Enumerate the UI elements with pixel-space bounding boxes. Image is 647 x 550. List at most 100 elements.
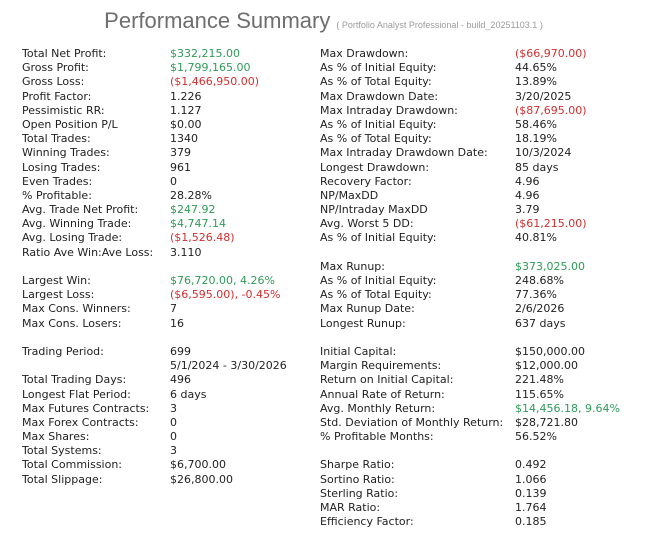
metric-label [320, 444, 515, 458]
metric-label: Sortino Ratio: [320, 472, 395, 486]
summary-row: Max Cons. Winners: 7 [22, 302, 320, 316]
summary-row: Initial Capital: $150,000.00 [320, 345, 647, 359]
metric-value: ($87,695.00) [515, 103, 587, 117]
metric-value: 699 [170, 344, 191, 358]
metric-value: 2/6/2026 [515, 302, 565, 316]
metric-value: 13.89% [515, 75, 557, 89]
summary-row: Longest Flat Period: 6 days [22, 388, 320, 402]
summary-row: Return on Initial Capital: 221.48% [320, 373, 647, 387]
metric-label: Avg. Monthly Return: [320, 401, 436, 415]
spacer-row [22, 260, 320, 274]
metric-value: 10/3/2024 [515, 146, 572, 160]
metric-value: $6,700.00 [170, 458, 226, 472]
metric-label: Annual Rate of Return: [320, 387, 445, 401]
metric-label: Even Trades: [22, 174, 93, 188]
metric-value: 7 [170, 302, 177, 316]
metric-value: 637 days [515, 316, 566, 330]
summary-row: Max Runup: $373,025.00 [320, 260, 647, 274]
summary-row: As % of Total Equity: 18.19% [320, 132, 647, 146]
performance-summary-report: Performance Summary ( Portfolio Analyst P… [0, 0, 647, 529]
metric-value: $14,456.18, 9.64% [515, 401, 620, 415]
summary-row: Even Trades: 0 [22, 175, 320, 189]
summary-row: Avg. Trade Net Profit: $247.92 [22, 203, 320, 217]
summary-row: Max Intraday Drawdown Date: 10/3/2024 [320, 146, 647, 160]
spacer-row [320, 246, 647, 260]
metric-value: $247.92 [170, 203, 216, 217]
summary-row: Gross Loss: ($1,466,950.00) [22, 75, 320, 89]
metric-value: 1.226 [170, 89, 202, 103]
metric-label: Avg. Trade Net Profit: [22, 203, 139, 217]
metric-label: Open Position P/L [22, 117, 118, 131]
metric-label: Return on Initial Capital: [320, 373, 454, 387]
summary-row: Recovery Factor: 4.96 [320, 175, 647, 189]
metric-value: $28,721.80 [515, 415, 578, 429]
metric-label: As % of Initial Equity: [320, 274, 437, 287]
metric-value: ($1,526.48) [170, 231, 235, 245]
summary-row: Largest Win: $76,720.00, 4.26% [22, 274, 320, 288]
metric-label: Total Trading Days: [22, 373, 127, 387]
metric-value: $4,747.14 [170, 217, 226, 231]
summary-row: Profit Factor: 1.226 [22, 90, 320, 104]
summary-row: Longest Drawdown: 85 days [320, 161, 647, 175]
summary-row: Total Slippage: $26,800.00 [22, 473, 320, 487]
metric-value: 0.492 [515, 458, 547, 472]
metric-label: Max Intraday Drawdown: [320, 103, 458, 117]
metric-label: As % of Total Equity: [320, 75, 432, 89]
metric-value: ($66,970.00) [515, 47, 587, 60]
metric-label: Max Cons. Winners: [22, 302, 131, 316]
metric-label: Total Commission: [22, 458, 123, 472]
summary-row: Max Intraday Drawdown: ($87,695.00) [320, 104, 647, 118]
metric-value: $76,720.00, 4.26% [170, 274, 275, 287]
metric-label: Max Intraday Drawdown Date: [320, 146, 488, 160]
metric-label: As % of Initial Equity: [320, 61, 437, 75]
metric-label: Profit Factor: [22, 89, 92, 103]
summary-row: Max Forex Contracts: 0 [22, 416, 320, 430]
spacer-row [320, 331, 647, 345]
summary-row: Total Trades: 1340 [22, 132, 320, 146]
metric-value: $332,215.00 [170, 47, 240, 60]
metric-value: 40.81% [515, 231, 557, 245]
summary-row: Total Commission: $6,700.00 [22, 458, 320, 472]
summary-row: Winning Trades: 379 [22, 146, 320, 160]
metric-label: Margin Requirements: [320, 359, 442, 373]
summary-row: Open Position P/L $0.00 [22, 118, 320, 132]
metric-label: Longest Runup: [320, 316, 406, 330]
metric-value: 3 [170, 401, 177, 415]
summary-row: Sharpe Ratio: 0.492 [320, 458, 647, 472]
metric-value: 3.110 [170, 245, 202, 259]
metric-value: 3/20/2025 [515, 89, 572, 103]
metric-label: NP/Intraday MaxDD [320, 203, 428, 217]
summary-row: Sterling Ratio: 0.139 [320, 487, 647, 501]
metric-label: As % of Total Equity: [320, 288, 432, 302]
summary-row: Avg. Winning Trade: $4,747.14 [22, 217, 320, 231]
summary-row: As % of Initial Equity: 40.81% [320, 231, 647, 245]
summary-row: Total Systems: 3 [22, 444, 320, 458]
metric-label: Ratio Ave Win:Ave Loss: [22, 245, 154, 259]
metric-value: 58.46% [515, 117, 557, 131]
metric-label: % Profitable: [22, 188, 92, 202]
metric-value: 56.52% [515, 430, 557, 444]
left-metrics-column: Total Net Profit: $332,215.00 Gross Prof… [22, 47, 320, 487]
metric-label [22, 331, 170, 345]
metric-label: NP/MaxDD [320, 188, 379, 202]
metric-label: Avg. Worst 5 DD: [320, 217, 414, 231]
summary-columns: Total Net Profit: $332,215.00 Gross Prof… [0, 40, 647, 529]
metric-label: Longest Flat Period: [22, 387, 131, 401]
metric-label: Max Futures Contracts: [22, 401, 150, 415]
summary-row: Max Cons. Losers: 16 [22, 317, 320, 331]
summary-row: Avg. Worst 5 DD: ($61,215.00) [320, 217, 647, 231]
report-header: Performance Summary ( Portfolio Analyst P… [0, 0, 647, 40]
metric-value: 115.65% [515, 387, 564, 401]
summary-row: As % of Total Equity: 13.89% [320, 75, 647, 89]
metric-label: % Profitable Months: [320, 430, 434, 444]
metric-value: 0.185 [515, 515, 547, 529]
summary-row: Efficiency Factor: 0.185 [320, 515, 647, 529]
metric-label: As % of Initial Equity: [320, 231, 437, 245]
metric-value: 5/1/2024 - 3/30/2026 [170, 359, 287, 373]
summary-row: Max Drawdown Date: 3/20/2025 [320, 90, 647, 104]
metric-value: 44.65% [515, 61, 557, 75]
metric-label: Gross Loss: [22, 75, 85, 89]
summary-row: As % of Initial Equity: 58.46% [320, 118, 647, 132]
summary-row: As % of Initial Equity: 248.68% [320, 274, 647, 288]
summary-row: Losing Trades: 961 [22, 161, 320, 175]
